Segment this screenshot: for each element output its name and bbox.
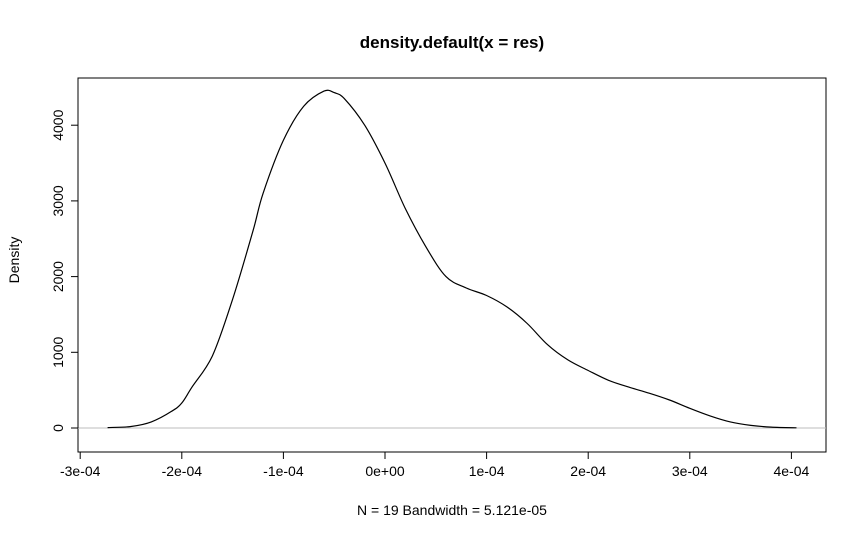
y-axis: 0 1000 2000 3000 4000 — [50, 109, 79, 432]
x-tick-label: 2e-04 — [570, 463, 606, 479]
y-tick-label: 3000 — [50, 185, 66, 216]
y-axis-label: Density — [6, 237, 22, 284]
x-tick-label: -3e-04 — [60, 463, 101, 479]
density-curve — [107, 89, 797, 429]
y-tick-label: 0 — [50, 424, 66, 432]
x-tick-label: 4e-04 — [773, 463, 809, 479]
x-tick-label: 3e-04 — [672, 463, 708, 479]
x-axis: -3e-04 -2e-04 -1e-04 0e+00 1e-04 2e-04 3e-04 4e… — [60, 451, 810, 479]
x-tick-label: 1e-04 — [469, 463, 505, 479]
y-tick-label: 1000 — [50, 337, 66, 368]
chart-title: density.default(x = res) — [360, 33, 544, 52]
x-tick-label: 0e+00 — [365, 463, 405, 479]
plot-frame — [77, 77, 827, 453]
y-tick-label: 4000 — [50, 109, 66, 140]
x-axis-label: N = 19 Bandwidth = 5.121e-05 — [357, 502, 547, 518]
x-tick-label: -2e-04 — [162, 463, 203, 479]
x-tick-label: -1e-04 — [263, 463, 304, 479]
y-tick-label: 2000 — [50, 261, 66, 292]
